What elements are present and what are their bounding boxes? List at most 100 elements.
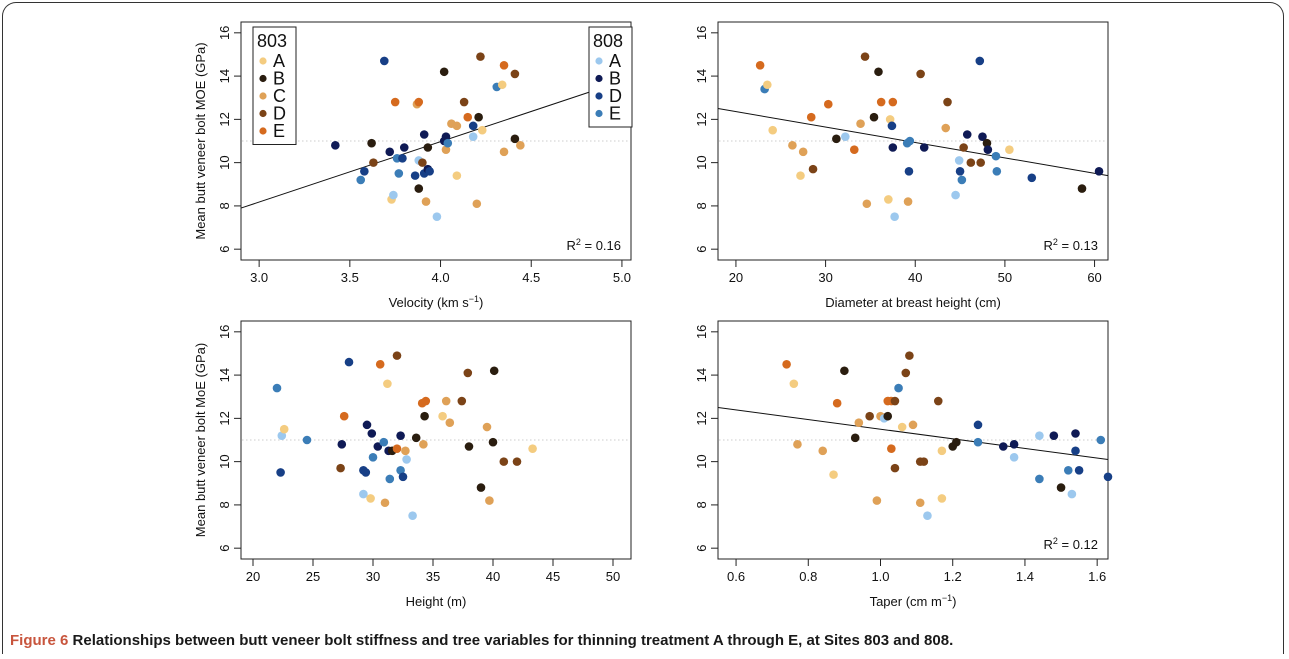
data-point-803D [933, 396, 943, 406]
x-tick-label: 0.8 [799, 569, 817, 584]
data-point-803D [890, 463, 900, 473]
data-point-808B [888, 143, 898, 152]
legend-item-label: A [609, 51, 621, 71]
data-point-808D [973, 420, 983, 430]
figure-svg: 6 8 10 12 14 16 3.0 3.5 4.0 4.5 5.0 Velocity (km s−… [193, 21, 1113, 609]
data-point-808D [425, 166, 434, 176]
y-tick-label: 14 [694, 69, 709, 83]
data-point-808B [983, 145, 993, 154]
data-point-808E [957, 175, 967, 185]
data-point-803A [829, 470, 838, 479]
x-tick-label: 25 [306, 569, 320, 584]
x-axis-label: Velocity (km s−1) [389, 294, 484, 310]
data-point-808E [394, 169, 404, 178]
data-point-803B [874, 67, 883, 77]
y-tick-label: 8 [217, 202, 232, 209]
data-point-803A [884, 195, 893, 204]
data-point-803D [463, 368, 473, 378]
y-tick-label: 12 [694, 411, 709, 425]
x-tick-label: 50 [998, 270, 1012, 285]
data-point-808D [398, 154, 407, 163]
data-point-808E [1063, 465, 1073, 475]
data-point-808E [443, 138, 453, 148]
data-point-803B [420, 411, 429, 421]
data-point-803D [976, 158, 985, 167]
x-tick-label: 0.6 [727, 569, 745, 584]
data-point-808D [1074, 465, 1084, 475]
data-point-808E [973, 437, 983, 447]
r-squared-label: R2 = 0.13 [1043, 237, 1098, 253]
legend-item-label: D [273, 104, 286, 124]
data-point-808E [894, 383, 903, 393]
data-point-803B [476, 483, 486, 492]
data-point-808E [396, 465, 405, 475]
y-tick-label: 10 [217, 454, 232, 468]
data-point-808E [1096, 435, 1106, 445]
data-point-808A [468, 132, 478, 141]
data-point-803A [477, 125, 487, 135]
data-point-803C [452, 121, 462, 131]
x-tick-label: 60 [1087, 270, 1101, 285]
legend-box [252, 26, 297, 145]
regression-line [240, 77, 632, 209]
plot-box [240, 21, 632, 261]
r-squared-label: R2 = 0.16 [566, 237, 621, 253]
x-tick-label: 20 [246, 569, 260, 584]
data-point-808D [955, 166, 965, 176]
data-point-808B [962, 130, 972, 139]
data-point-808A [923, 511, 932, 521]
data-point-803D [916, 69, 925, 79]
panel-2: 6 8 10 12 14 16 20 30 40 50 60 Diameter at breast h… [694, 21, 1109, 310]
legend-item-label: B [273, 69, 285, 89]
x-tick-label: 20 [729, 270, 743, 285]
data-point-803E [849, 145, 859, 154]
x-tick-label: 45 [546, 569, 560, 584]
data-point-803E [888, 97, 898, 107]
data-point-808B [399, 143, 409, 152]
y-tick-label: 6 [217, 246, 232, 253]
data-point-803C [908, 420, 918, 430]
data-point-803C [472, 199, 482, 209]
data-point-808E [1035, 474, 1044, 484]
y-tick-label: 10 [694, 155, 709, 169]
data-point-803D [890, 396, 900, 406]
data-point-808B [362, 420, 372, 430]
data-point-803B [1056, 483, 1066, 492]
data-point-803C [818, 446, 828, 456]
data-point-803E [421, 396, 431, 406]
data-point-803E [339, 411, 349, 421]
data-point-803E [806, 112, 816, 122]
data-point-803A [789, 379, 799, 389]
data-point-803C [419, 440, 428, 449]
x-tick-label: 3.5 [341, 270, 359, 285]
data-point-803E [463, 112, 473, 122]
data-point-808A [841, 132, 850, 141]
x-axis-label: Diameter at breast height (cm) [825, 295, 1001, 310]
data-point-803A [366, 494, 375, 503]
y-tick-label: 6 [694, 246, 709, 253]
data-point-808A [402, 455, 411, 464]
data-point-803A [383, 379, 392, 389]
data-point-808B [396, 431, 405, 440]
legend-marker [595, 74, 603, 83]
data-point-803E [832, 398, 842, 408]
data-point-808B [1049, 431, 1059, 440]
data-point-808E [356, 175, 366, 185]
data-point-808A [890, 212, 899, 222]
y-tick-label: 6 [694, 545, 709, 552]
data-point-808E [368, 453, 378, 462]
data-point-803A [897, 422, 907, 432]
data-point-808D [887, 121, 897, 131]
data-point-808D [904, 166, 914, 176]
data-point-803C [441, 145, 451, 154]
data-point-803B [489, 366, 499, 376]
x-tick-label: 40 [908, 270, 922, 285]
data-point-803B [832, 134, 841, 144]
data-point-803E [782, 359, 791, 369]
data-point-803D [905, 351, 914, 360]
legend-marker [259, 74, 267, 83]
legend-marker [595, 57, 603, 65]
plot-box [240, 320, 632, 560]
data-point-803B [1077, 184, 1087, 193]
